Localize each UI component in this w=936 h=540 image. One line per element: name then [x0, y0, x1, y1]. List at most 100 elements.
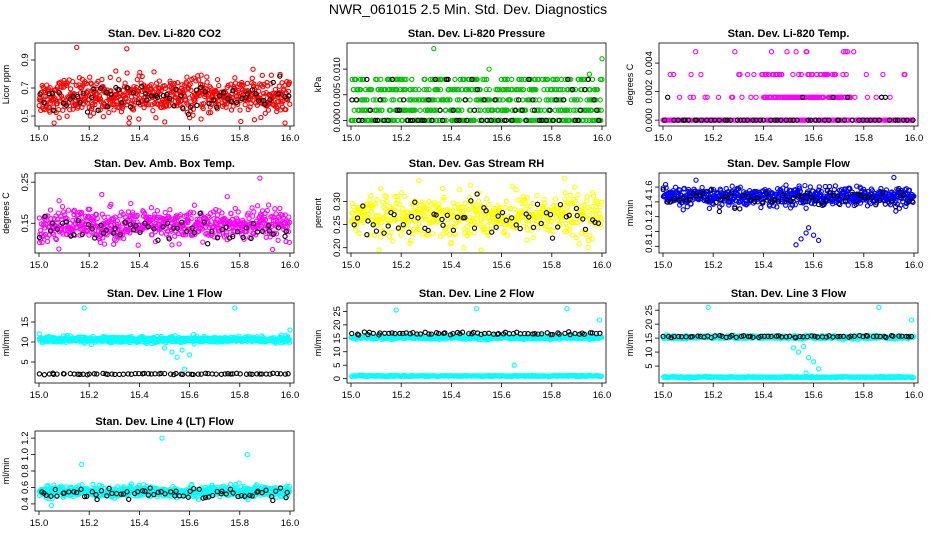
data-points	[660, 174, 917, 248]
point-main	[198, 116, 204, 122]
point-main	[403, 76, 409, 83]
point-main	[406, 97, 412, 103]
point-main	[427, 76, 434, 83]
point-main	[456, 86, 462, 93]
point-main	[564, 107, 571, 113]
point-reference	[704, 197, 710, 203]
point-reference	[439, 216, 445, 223]
point-reference	[94, 371, 100, 377]
point-reference	[219, 227, 225, 233]
point-main	[386, 86, 393, 93]
point-main	[447, 231, 453, 238]
point-reference	[585, 76, 592, 83]
point-main	[276, 83, 282, 89]
point-reference	[718, 196, 724, 203]
point-main	[36, 331, 42, 337]
point-upper	[804, 49, 810, 55]
outlier-main	[74, 44, 80, 51]
outlier-main	[56, 198, 62, 204]
x-tick-label: 15.0	[342, 260, 361, 271]
point-main	[207, 109, 214, 116]
outlier-main	[99, 191, 105, 198]
x-tick-label: 16.0	[905, 260, 924, 271]
point-main	[111, 107, 117, 113]
point-main	[245, 210, 251, 216]
point-reference	[780, 192, 786, 198]
point-main	[251, 81, 257, 87]
point-reference	[433, 212, 439, 218]
point-reference	[760, 117, 767, 123]
point-main	[234, 93, 240, 99]
point-main	[457, 187, 463, 193]
point-main	[216, 82, 222, 89]
outlier-main	[599, 56, 605, 62]
point-main	[101, 241, 108, 247]
point-main	[509, 183, 515, 189]
point-main	[540, 205, 546, 212]
point-main	[384, 198, 390, 205]
point-main	[753, 94, 759, 100]
point-reference	[74, 93, 81, 100]
point-reference	[406, 229, 412, 235]
point-main	[350, 117, 356, 124]
point-main	[594, 207, 600, 214]
point-main	[219, 210, 225, 216]
point-main	[405, 210, 411, 216]
x-tick-label: 15.0	[342, 390, 361, 401]
point-reference	[549, 235, 556, 241]
point-main	[64, 216, 70, 222]
point-reference	[882, 201, 888, 207]
point-main	[167, 78, 173, 84]
y-tick-label: 1.4	[644, 195, 655, 208]
point-reference	[225, 96, 231, 102]
point-reference	[660, 186, 666, 193]
point-reference	[421, 117, 427, 124]
point-main	[349, 200, 356, 207]
point-main	[484, 196, 490, 202]
point-reference	[713, 199, 719, 206]
point-main	[520, 223, 527, 229]
point-main	[87, 206, 93, 212]
point-main	[355, 86, 361, 93]
point-main	[562, 190, 568, 196]
point-main	[169, 242, 175, 248]
y-tick-label: 0.005	[332, 83, 343, 107]
point-reference	[901, 117, 907, 123]
point-reference	[42, 213, 48, 220]
point-main	[472, 222, 478, 228]
y-axis-label: kPa	[313, 77, 323, 93]
point-main	[124, 102, 130, 108]
point-reference	[573, 205, 580, 212]
point-main	[250, 97, 256, 103]
point-main	[223, 230, 230, 236]
point-main	[190, 112, 196, 118]
point-main	[259, 72, 265, 79]
point-main	[47, 85, 53, 91]
point-main	[589, 236, 595, 242]
point-reference	[787, 198, 794, 204]
point-main	[73, 82, 79, 88]
point-main	[688, 71, 694, 78]
point-main	[690, 94, 697, 100]
point-reference	[193, 87, 200, 93]
point-main	[419, 199, 425, 205]
point-reference	[684, 197, 690, 203]
x-tick-label: 15.8	[855, 133, 874, 144]
point-main	[198, 72, 204, 78]
y-axis-label: Licor ppm	[1, 65, 11, 105]
point-reference	[197, 210, 203, 217]
point-main	[729, 183, 735, 189]
point-reference	[100, 370, 106, 377]
point-reference	[84, 109, 91, 115]
point-main	[129, 209, 136, 215]
point-main	[378, 76, 384, 83]
point-reference	[812, 197, 819, 203]
point-main	[185, 219, 191, 226]
point-reference	[282, 94, 288, 100]
point-upper	[770, 71, 777, 78]
point-main	[456, 97, 463, 103]
x-tick-label: 15.8	[231, 390, 250, 401]
point-reference	[243, 371, 250, 377]
